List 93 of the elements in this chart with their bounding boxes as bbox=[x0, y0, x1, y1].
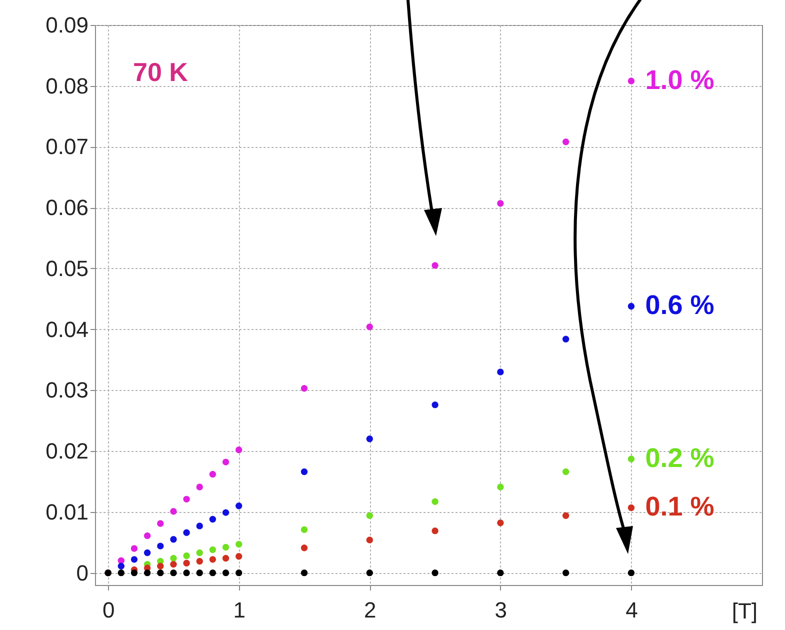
point bbox=[628, 504, 635, 512]
point bbox=[170, 536, 177, 543]
point bbox=[130, 556, 138, 563]
point bbox=[170, 560, 177, 568]
point bbox=[157, 569, 164, 576]
point bbox=[497, 200, 504, 207]
x-tick-label: 4 bbox=[626, 598, 638, 622]
point bbox=[130, 569, 138, 576]
point bbox=[170, 554, 177, 562]
point bbox=[497, 368, 504, 376]
y-tick-label: 0.01 bbox=[46, 499, 88, 524]
point bbox=[562, 569, 570, 576]
point bbox=[170, 508, 177, 515]
point bbox=[118, 562, 125, 570]
point bbox=[222, 509, 230, 516]
point bbox=[432, 401, 438, 408]
point bbox=[562, 336, 570, 342]
point bbox=[130, 545, 138, 552]
point bbox=[222, 544, 230, 551]
point bbox=[209, 569, 216, 576]
point bbox=[222, 458, 230, 466]
point bbox=[432, 569, 438, 576]
series-label: 1.0 % bbox=[645, 65, 714, 95]
y-tick-label: 0.05 bbox=[46, 256, 88, 281]
point bbox=[562, 512, 570, 519]
point bbox=[196, 484, 203, 490]
series-label: 0.2 % bbox=[645, 443, 714, 473]
point bbox=[157, 562, 164, 570]
point bbox=[118, 569, 125, 576]
point bbox=[144, 549, 151, 556]
point bbox=[196, 569, 203, 576]
x-tick-label: 2 bbox=[364, 598, 376, 622]
point bbox=[236, 569, 242, 576]
y-tick-label: 0.06 bbox=[46, 195, 88, 220]
point bbox=[236, 540, 242, 548]
point bbox=[209, 556, 216, 563]
point bbox=[196, 558, 203, 565]
point bbox=[628, 78, 635, 84]
point bbox=[562, 138, 570, 146]
point bbox=[432, 498, 438, 505]
point bbox=[144, 532, 151, 540]
point bbox=[222, 554, 230, 562]
y-tick-label: 0.04 bbox=[46, 316, 88, 342]
x-tick-label: 0 bbox=[102, 598, 115, 622]
point bbox=[236, 502, 242, 510]
point bbox=[300, 468, 308, 476]
point bbox=[497, 520, 504, 526]
point bbox=[628, 302, 635, 310]
point bbox=[209, 470, 216, 478]
point bbox=[196, 549, 203, 556]
point bbox=[183, 496, 190, 503]
y-tick-label: 0.03 bbox=[46, 378, 88, 403]
y-tick-label: 0 bbox=[76, 560, 88, 586]
series-label: 0.1 % bbox=[645, 492, 714, 522]
point bbox=[157, 542, 164, 550]
series-label: 0.6 % bbox=[645, 290, 714, 320]
y-tick-label: 0.07 bbox=[46, 134, 88, 160]
x-tick-label: 1 bbox=[233, 598, 246, 622]
point bbox=[432, 527, 438, 534]
point bbox=[300, 526, 308, 533]
point bbox=[366, 569, 373, 576]
y-tick-label: 0.08 bbox=[46, 73, 88, 98]
point bbox=[209, 546, 216, 554]
point bbox=[366, 436, 373, 442]
point bbox=[209, 516, 216, 523]
point bbox=[300, 385, 308, 392]
point bbox=[183, 569, 190, 576]
point bbox=[170, 569, 177, 576]
point bbox=[366, 536, 373, 544]
point bbox=[300, 544, 308, 552]
y-tick-label: 0.09 bbox=[46, 12, 88, 38]
y-tick-label: 0.02 bbox=[46, 438, 88, 464]
point bbox=[183, 560, 190, 566]
point bbox=[366, 512, 373, 519]
point bbox=[366, 324, 373, 330]
point bbox=[183, 529, 190, 536]
point bbox=[144, 569, 151, 576]
point bbox=[497, 569, 504, 576]
point bbox=[562, 468, 570, 476]
point bbox=[628, 569, 635, 576]
point bbox=[222, 569, 230, 576]
point bbox=[300, 569, 308, 576]
annotation: 70 K bbox=[133, 57, 188, 87]
point bbox=[236, 446, 242, 454]
point bbox=[196, 522, 203, 530]
point bbox=[183, 552, 190, 560]
x-tick-label: 3 bbox=[494, 598, 508, 622]
point bbox=[432, 262, 438, 269]
point bbox=[236, 553, 242, 560]
x-axis-title: [T] bbox=[732, 598, 758, 624]
point bbox=[628, 456, 635, 462]
point bbox=[157, 520, 164, 527]
point bbox=[497, 484, 504, 490]
